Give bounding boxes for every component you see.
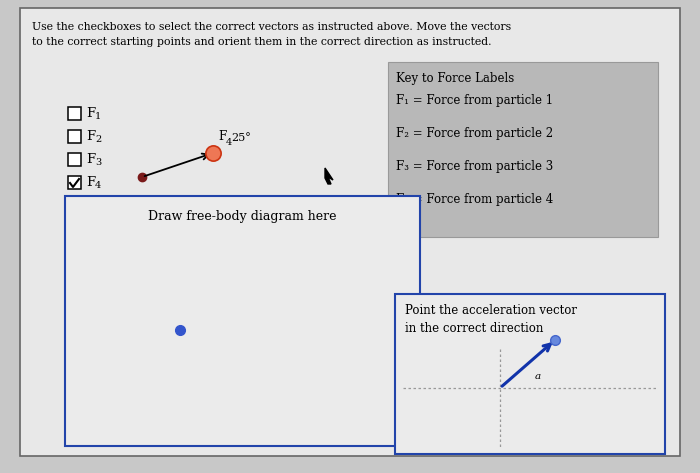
Bar	[68, 153, 81, 166]
Text: 4: 4	[95, 181, 101, 190]
Text: F: F	[86, 153, 95, 166]
Bar	[68, 130, 81, 143]
Text: Draw free-body diagram here: Draw free-body diagram here	[148, 210, 337, 223]
Text: F: F	[218, 130, 226, 143]
Text: F: F	[86, 107, 95, 120]
Text: 1: 1	[95, 112, 101, 121]
Text: Key to Force Labels: Key to Force Labels	[396, 72, 514, 85]
Text: 2: 2	[95, 135, 101, 144]
Text: F₃ = Force from particle 3: F₃ = Force from particle 3	[396, 160, 553, 173]
Bar	[68, 176, 81, 189]
Text: a: a	[535, 372, 541, 381]
Text: in the correct direction: in the correct direction	[405, 322, 543, 335]
Text: F₄ = Force from particle 4: F₄ = Force from particle 4	[396, 193, 553, 206]
Text: 3: 3	[95, 158, 101, 167]
Text: F₁ = Force from particle 1: F₁ = Force from particle 1	[396, 94, 553, 107]
Text: Use the checkboxes to select the correct vectors as instructed above. Move the v: Use the checkboxes to select the correct…	[32, 22, 511, 32]
Text: F₂ = Force from particle 2: F₂ = Force from particle 2	[396, 127, 553, 140]
Bar	[68, 107, 81, 120]
Text: to the correct starting points and orient them in the correct direction as instr: to the correct starting points and orien…	[32, 37, 491, 47]
Polygon shape	[325, 168, 333, 184]
Bar	[65, 196, 420, 446]
Text: Point the acceleration vector: Point the acceleration vector	[405, 304, 577, 317]
Text: F: F	[86, 176, 95, 189]
Text: F: F	[86, 130, 95, 143]
Text: 4: 4	[226, 138, 232, 147]
Bar	[395, 294, 665, 454]
Bar	[388, 62, 658, 237]
Text: 25°: 25°	[231, 133, 251, 143]
